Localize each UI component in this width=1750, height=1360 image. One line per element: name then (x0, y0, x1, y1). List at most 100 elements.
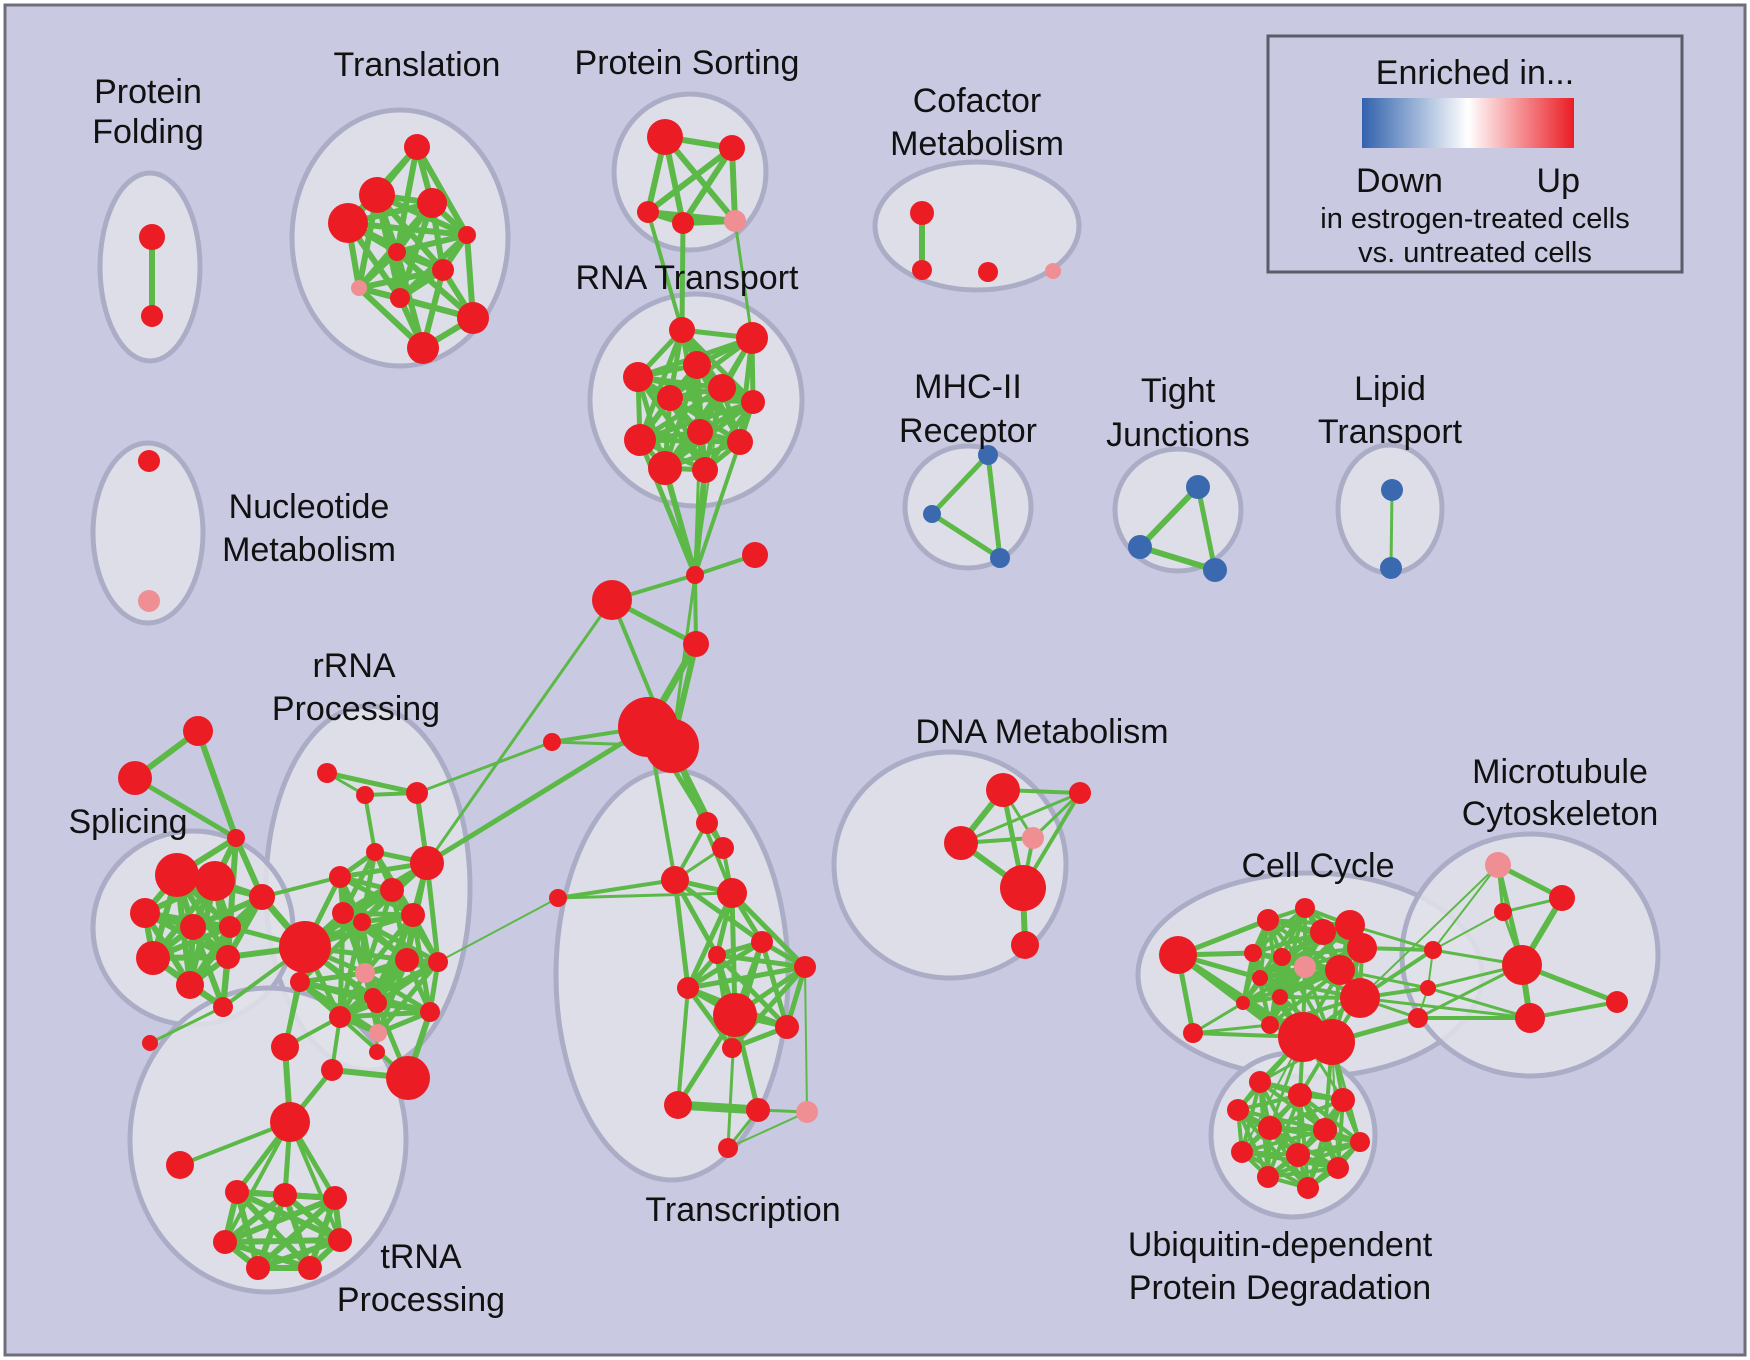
legend: Enriched in... Down Up in estrogen-treat… (1266, 34, 1684, 274)
network-node-ub7 (1350, 1132, 1370, 1152)
network-edge (148, 1005, 225, 1045)
network-edge (1266, 1166, 1340, 1179)
cluster-label-cofactor-metabolism: Metabolism (890, 125, 1064, 163)
network-edge (635, 374, 708, 473)
network-node-cc12 (1252, 970, 1268, 986)
legend-context-line1: in estrogen-treated cells (1320, 203, 1630, 235)
cluster-label-rna-transport: RNA Transport (576, 259, 800, 297)
network-node-t1 (404, 134, 430, 160)
network-node-dm5 (1000, 865, 1046, 911)
network-node-ps5 (724, 210, 746, 232)
network-node-tx1 (696, 812, 718, 834)
network-edge (223, 1120, 292, 1244)
network-edge (394, 249, 476, 321)
network-edge (375, 959, 441, 1036)
network-node-tx15 (718, 1138, 738, 1158)
network-edge (929, 452, 991, 517)
cluster-label-rrna-processing: Processing (272, 690, 440, 728)
network-edge (415, 740, 554, 795)
network-node-rm3 (406, 782, 428, 804)
network-edge (356, 267, 446, 291)
network-node-rt5 (708, 374, 736, 402)
network-node-tphub (270, 1102, 310, 1142)
network-node-tpr2 (273, 1183, 297, 1207)
network-node-tj2 (1128, 535, 1152, 559)
network-node-tr1 (183, 716, 213, 746)
legend-up-label: Up (1537, 162, 1580, 200)
network-node-rr11 (290, 972, 310, 992)
network-edge (672, 877, 691, 991)
cluster-label-cofactor-metabolism: Cofactor (913, 82, 1042, 120)
network-node-cc16 (1261, 1016, 1279, 1034)
network-node-cc5 (1244, 944, 1262, 962)
network-node-rr9 (428, 952, 448, 972)
network-edge (662, 465, 698, 578)
network-edge (929, 511, 1003, 561)
network-edge (363, 793, 377, 854)
network-edge (985, 452, 1003, 561)
network-node-rt9 (624, 424, 656, 456)
cluster-label-lipid-transport: Lipid (1354, 370, 1426, 408)
network-edge (362, 970, 433, 1015)
network-node-tx2 (712, 837, 734, 859)
network-node-tx4 (717, 878, 747, 908)
network-node-rr5 (353, 913, 371, 931)
network-node-cc7 (1310, 919, 1336, 945)
network-node-t8 (351, 280, 367, 296)
network-nodes-layer (118, 119, 1628, 1280)
network-node-ch2 (742, 542, 768, 568)
network-node-tc1 (271, 1033, 299, 1061)
network-node-dm3 (1069, 782, 1091, 804)
network-edge (714, 952, 790, 1030)
network-node-tx12 (664, 1091, 692, 1119)
network-node-ub1 (1249, 1071, 1271, 1093)
network-node-tj3 (1203, 558, 1227, 582)
network-node-rt3 (683, 351, 711, 379)
network-edge (737, 335, 755, 445)
network-node-tx10 (775, 1015, 799, 1039)
network-node-rt10 (727, 429, 753, 455)
network-node-ps2 (719, 135, 745, 161)
network-node-hub2 (645, 719, 699, 773)
network-edge (556, 891, 734, 900)
network-node-lt2 (1380, 557, 1402, 579)
cluster-label-nucleotide-metabolism: Nucleotide (229, 488, 390, 526)
network-node-dm2 (944, 826, 978, 860)
network-node-cc3 (1257, 909, 1279, 931)
network-edge (195, 728, 239, 841)
network-node-rr1 (329, 866, 351, 888)
network-edge (1426, 986, 1532, 1020)
network-node-mc1 (1485, 852, 1511, 878)
legend-gradient-bar (1362, 98, 1574, 148)
network-edge (437, 897, 559, 963)
network-node-rt6 (741, 390, 765, 414)
cluster-label-dna-metabolism: DNA Metabolism (915, 713, 1168, 751)
network-edge (676, 986, 690, 1107)
network-node-t11 (407, 332, 439, 364)
network-node-rr6 (401, 903, 425, 927)
cluster-ellipse-nucleotide-metabolism (90, 440, 206, 626)
network-edge (667, 395, 756, 405)
network-node-dm1 (986, 773, 1020, 807)
network-node-dm6 (1011, 931, 1039, 959)
network-edge (132, 775, 239, 841)
network-node-cn3 (1408, 1008, 1428, 1028)
cluster-label-tight-junctions: Junctions (1106, 416, 1250, 454)
network-node-t6 (388, 243, 406, 261)
network-node-sp6 (249, 884, 275, 910)
network-node-sp5 (219, 916, 241, 938)
network-edge (693, 430, 702, 577)
cluster-label-trna-processing: Processing (337, 1281, 505, 1319)
network-node-sp10 (213, 997, 233, 1017)
network-node-tr3 (227, 829, 245, 847)
network-node-rr17 (366, 843, 384, 861)
legend-context-line2: vs. untreated cells (1358, 237, 1592, 269)
network-node-tx5 (549, 889, 567, 907)
network-node-pf1 (139, 224, 165, 250)
network-node-t10 (457, 302, 489, 334)
cluster-label-mhc-ii-receptor: Receptor (899, 412, 1037, 450)
network-edge (1359, 864, 1499, 999)
network-node-rt2 (736, 322, 768, 354)
network-node-tx7 (751, 931, 773, 953)
